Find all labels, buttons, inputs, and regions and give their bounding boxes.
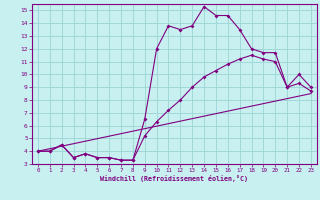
X-axis label: Windchill (Refroidissement éolien,°C): Windchill (Refroidissement éolien,°C) (100, 175, 248, 182)
